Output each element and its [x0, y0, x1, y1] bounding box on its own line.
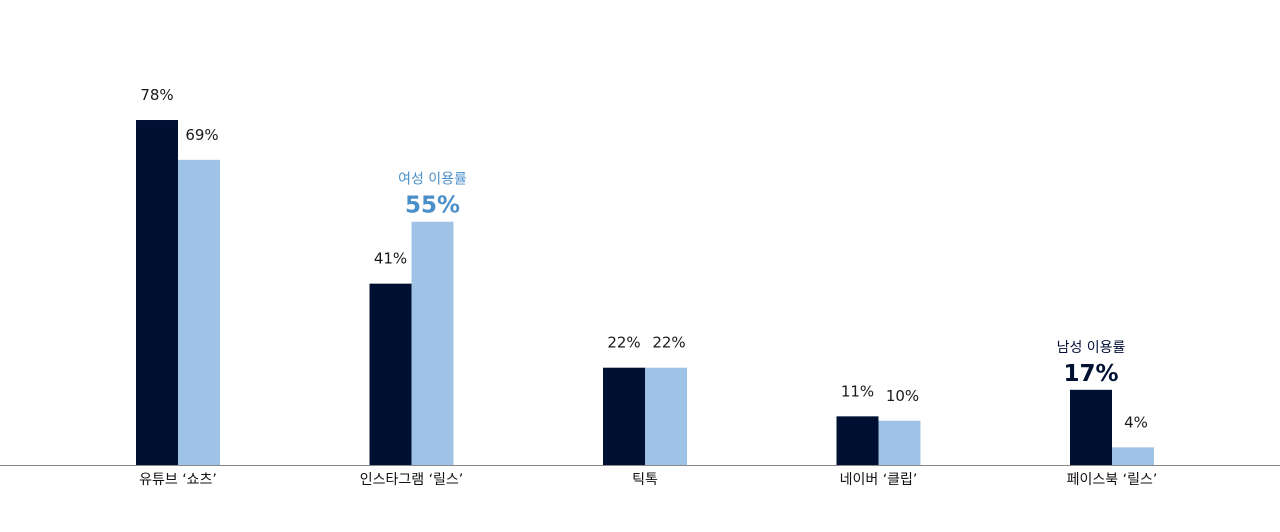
- value-label: 22%: [652, 334, 685, 352]
- value-label: 69%: [185, 126, 218, 144]
- value-label: 10%: [886, 387, 919, 405]
- bar-2-series-1: [645, 367, 687, 465]
- bars-group: [136, 120, 1154, 466]
- bar-3-series-1: [878, 420, 921, 465]
- bar-2-series-0: [603, 367, 645, 465]
- category-label: 페이스북 ‘릴스’: [1067, 472, 1158, 488]
- annotation-caption: 여성 이용률: [398, 172, 467, 188]
- category-labels-group: 유튜브 ‘쇼츠’ 인스타그램 ‘릴스’ 틱톡 네이버 ‘클립’ 페이스북 ‘릴스’: [139, 472, 1157, 488]
- value-label: 11%: [841, 382, 874, 400]
- value-label: 78%: [140, 86, 173, 104]
- annotation-value-label: 17%: [1063, 361, 1118, 387]
- annotation-value-label: 55%: [405, 193, 460, 219]
- bar-0-series-0: [136, 120, 178, 466]
- value-label: 4%: [1124, 413, 1148, 431]
- category-label: 인스타그램 ‘릴스’: [360, 472, 464, 488]
- category-label: 네이버 ‘클립’: [840, 472, 918, 488]
- bar-0-series-1: [178, 159, 220, 466]
- bar-4-series-1: [1112, 447, 1154, 465]
- value-label: 41%: [374, 250, 407, 268]
- annotations-group: 여성 이용률 55% 남성 이용률 17%: [398, 172, 1125, 387]
- category-label: 틱톡: [632, 472, 658, 488]
- bar-1-series-1: [411, 221, 454, 465]
- bar-1-series-0: [369, 283, 412, 465]
- value-label: 22%: [607, 334, 640, 352]
- category-label: 유튜브 ‘쇼츠’: [139, 472, 217, 488]
- bar-4-series-0: [1070, 389, 1112, 465]
- bar-3-series-0: [836, 416, 879, 465]
- value-labels-group: 78% 69% 41% 22% 22% 11% 10% 4%: [140, 86, 1148, 431]
- annotation-caption: 남성 이용률: [1057, 340, 1126, 356]
